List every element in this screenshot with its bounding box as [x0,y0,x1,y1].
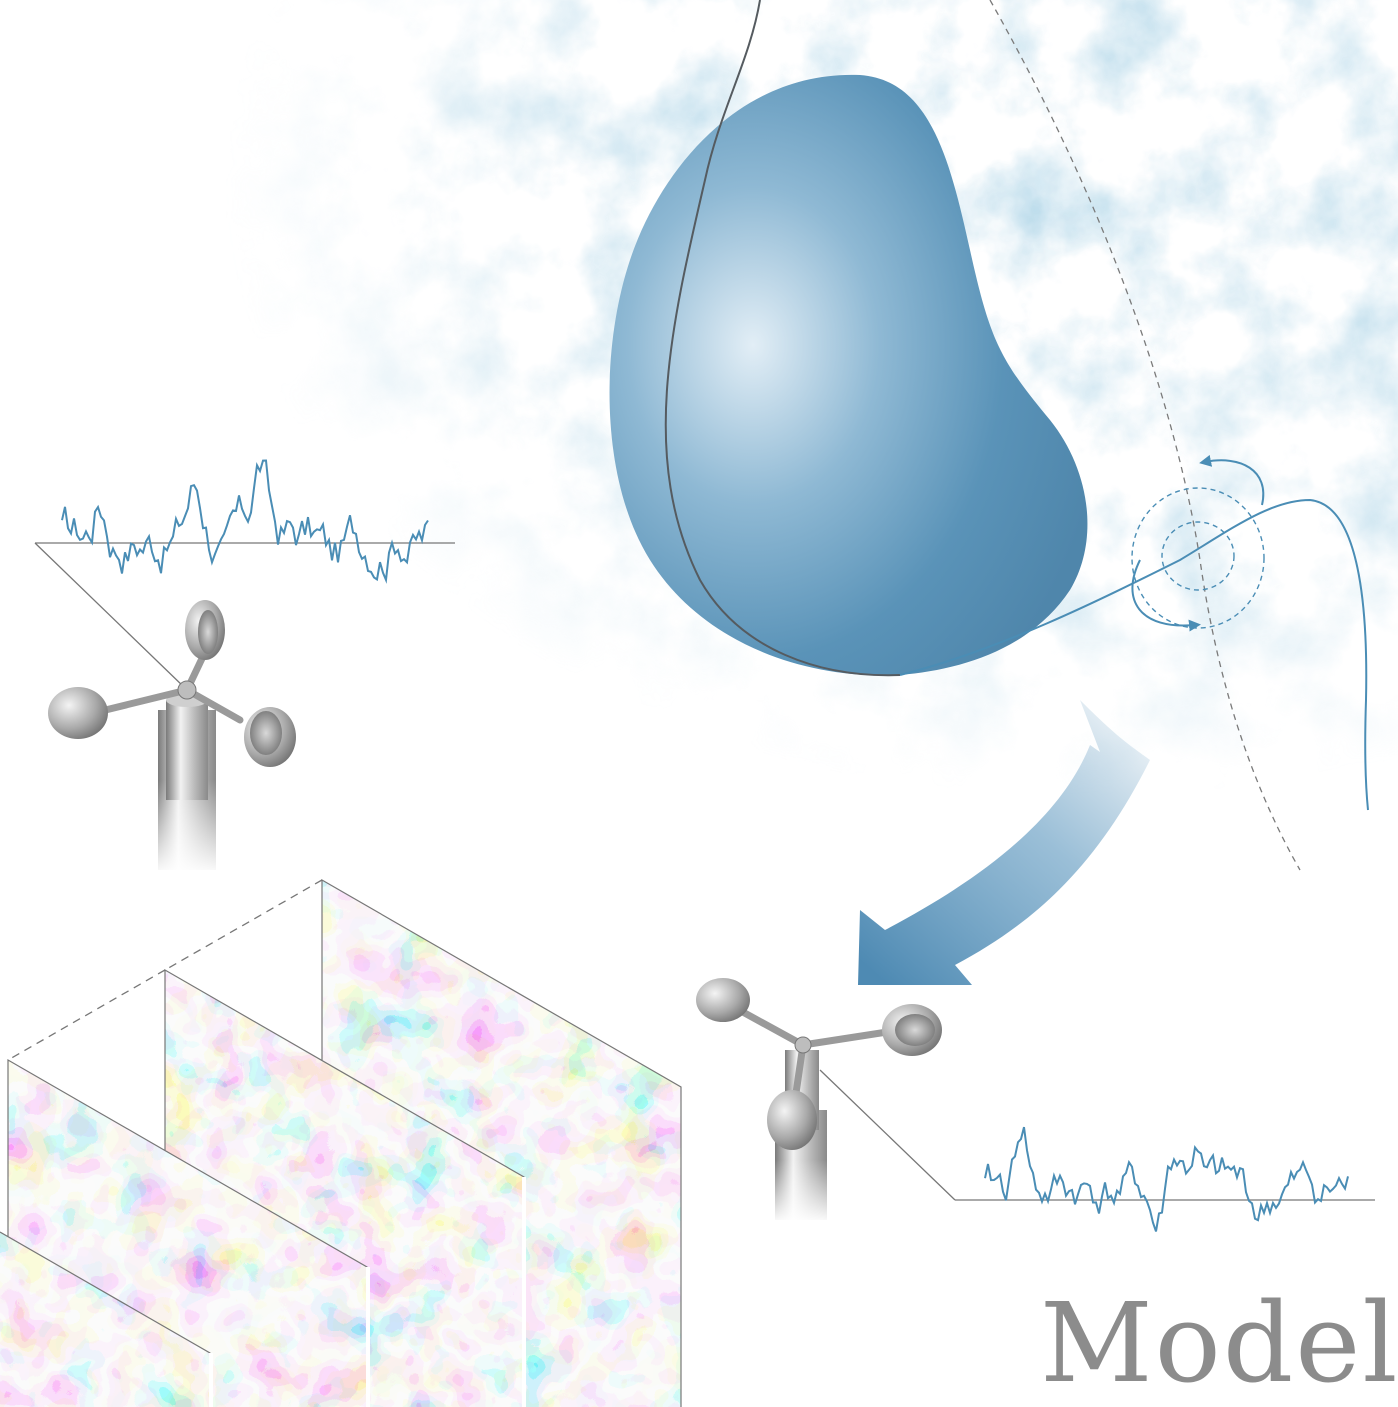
trajectory-line [899,498,1369,811]
blob-shape [609,0,1088,677]
signal-bottom [819,1069,1375,1232]
model-label: Model [1040,1279,1398,1407]
curved-arrow-icon [858,700,1150,985]
anemometer-icon [48,600,296,870]
signal-top [34,459,455,689]
dashed-arc [989,0,1301,871]
anemometer-icon [696,978,942,1220]
vortex-loops [1131,454,1265,632]
